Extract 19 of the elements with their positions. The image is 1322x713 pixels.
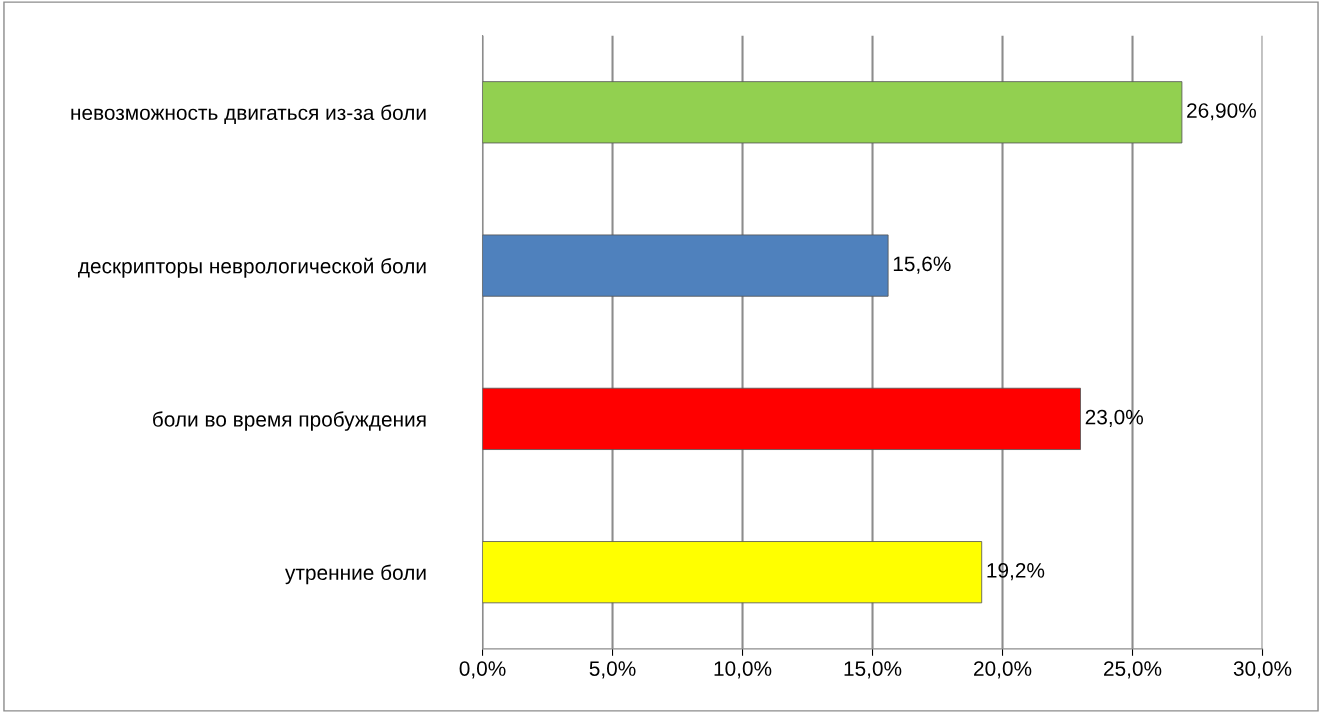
bar xyxy=(482,81,1183,144)
bar xyxy=(482,234,889,297)
data-label: 15,6% xyxy=(893,256,951,274)
data-label: 19,2% xyxy=(987,563,1045,581)
x-tick-label: 20,0% xyxy=(974,661,1032,679)
x-tick-label: 10,0% xyxy=(714,661,772,679)
bar xyxy=(482,541,983,604)
y-tick-label: дескрипторы неврологической боли xyxy=(78,257,426,278)
y-tick-label: боли во время пробуждения xyxy=(153,411,426,431)
data-label: 23,0% xyxy=(1085,409,1144,427)
x-tick-label: 30,0% xyxy=(1233,661,1292,679)
x-tick-label: 0,0% xyxy=(459,661,506,679)
y-tick-label: невозможность двигаться из-за боли xyxy=(71,104,426,124)
data-label: 26,90% xyxy=(1187,103,1256,121)
bar xyxy=(482,387,1081,450)
y-tick-label: утренние боли xyxy=(285,564,426,585)
x-tick-label: 15,0% xyxy=(844,661,902,679)
x-tick-label: 25,0% xyxy=(1104,661,1162,679)
x-tick-label: 5,0% xyxy=(589,661,636,679)
